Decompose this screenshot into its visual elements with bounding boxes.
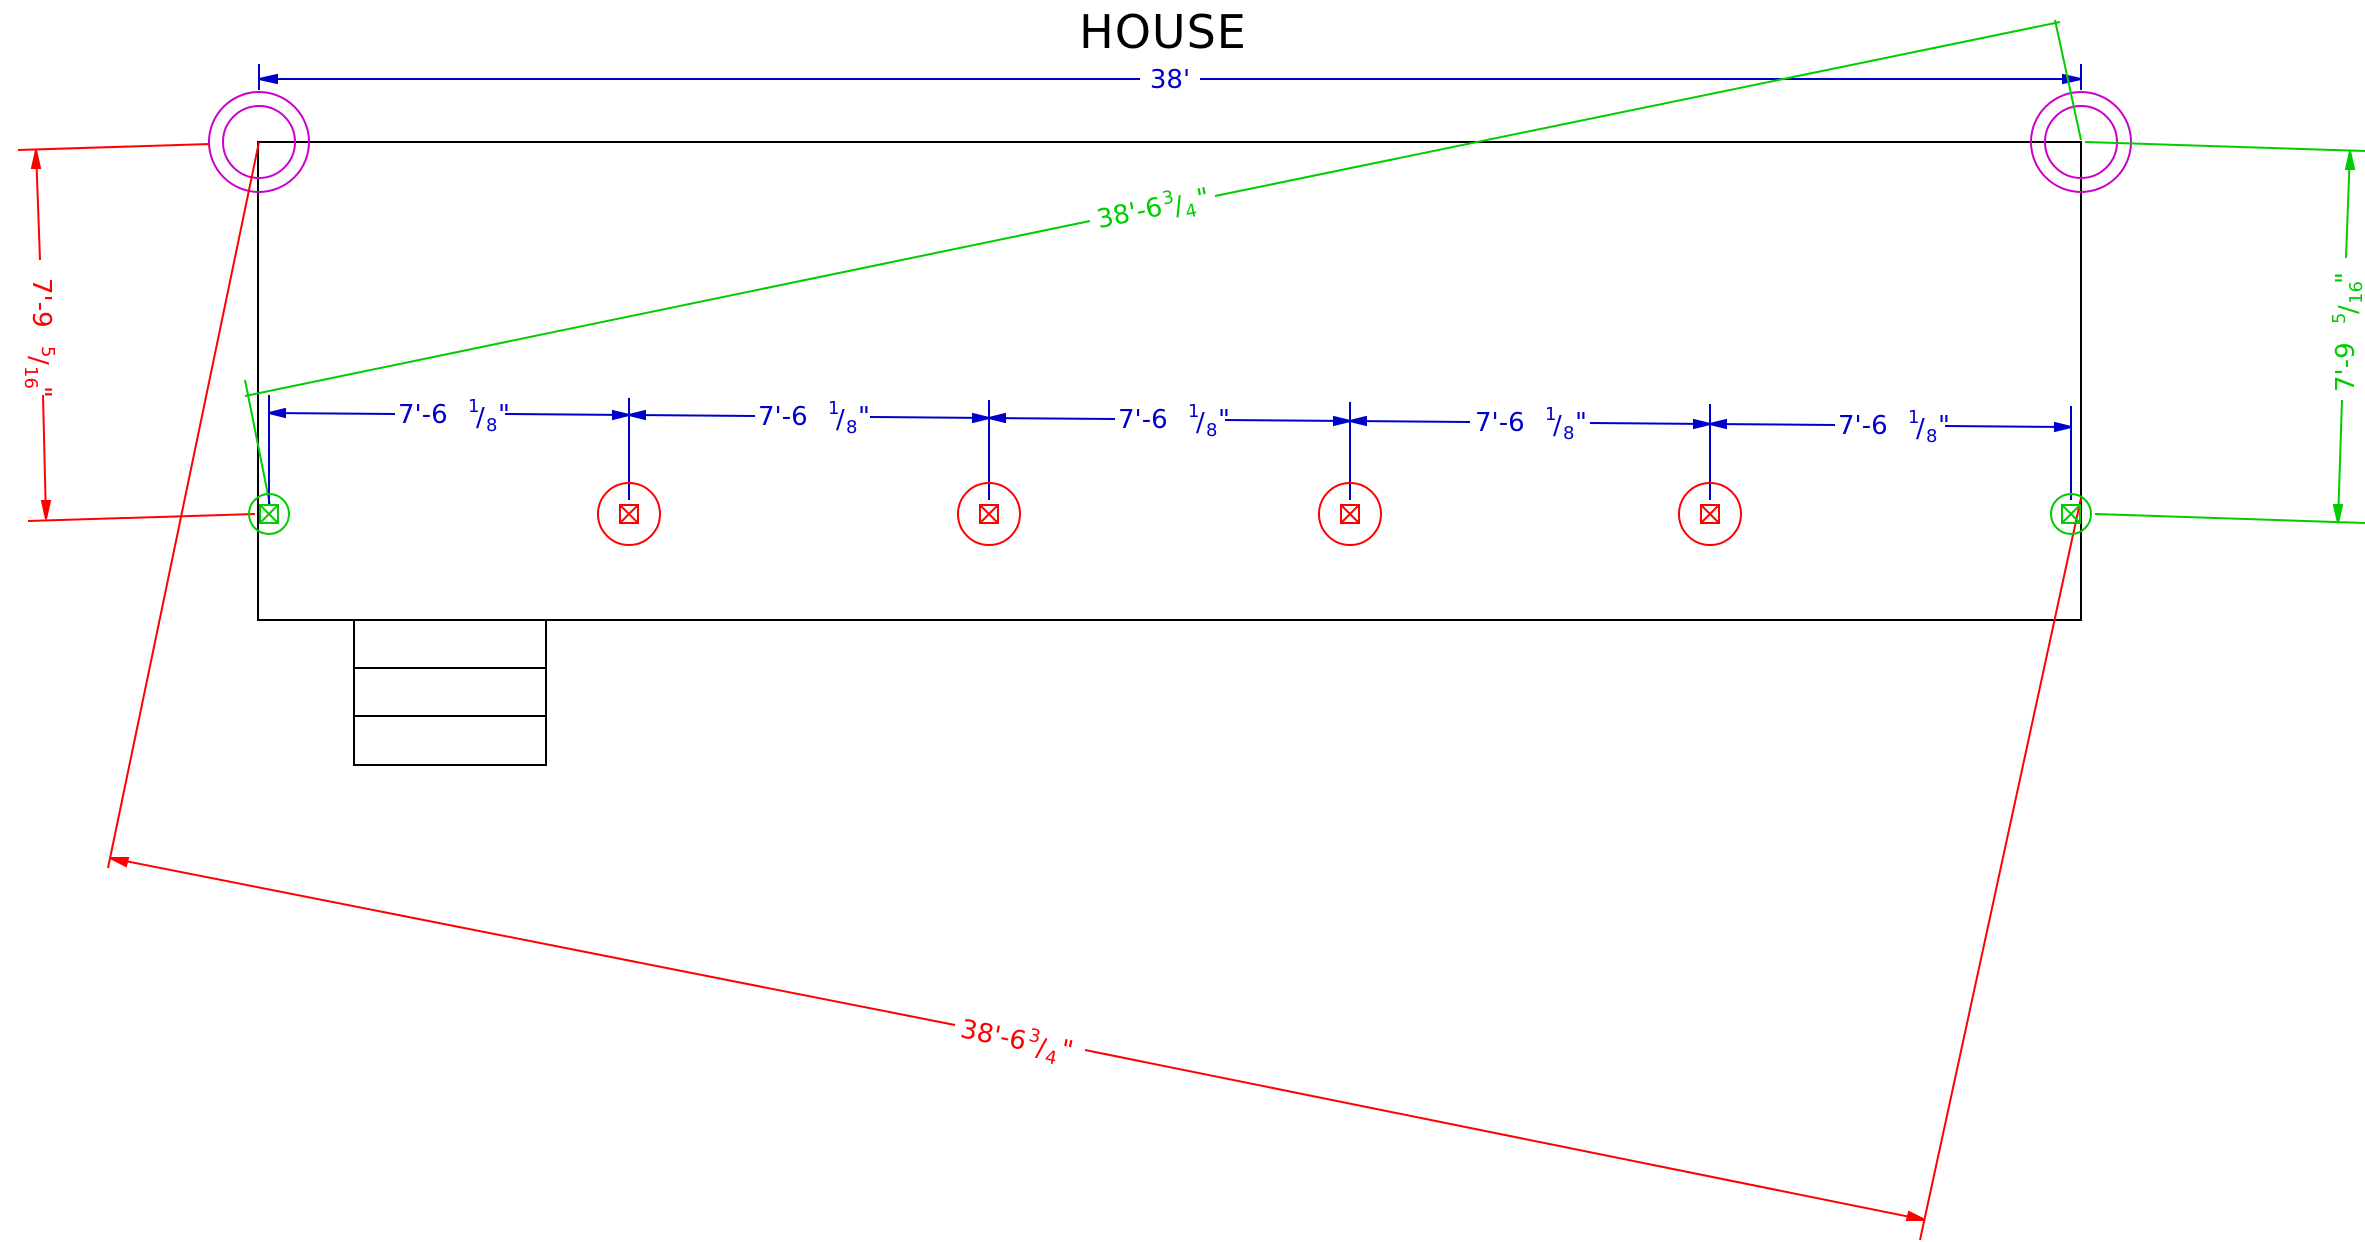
svg-text:7'-6: 7'-6 bbox=[1118, 405, 1168, 435]
stairs bbox=[353, 619, 547, 766]
house-outline bbox=[257, 141, 2082, 621]
svg-text:/: / bbox=[476, 403, 485, 433]
post-spacing-label-3: 7'-6 1 / 8 " bbox=[1118, 401, 1230, 441]
green-diagonal-suffix: " bbox=[1194, 183, 1212, 215]
svg-text:38'-6: 38'-6 bbox=[958, 1014, 1029, 1056]
post-spacing-label-1: 7'-6 1 / 8 " bbox=[398, 396, 510, 436]
svg-text:38'-6: 38'-6 bbox=[1094, 192, 1165, 235]
svg-text:8: 8 bbox=[846, 417, 857, 438]
interior-post-3 bbox=[1318, 482, 1382, 546]
svg-text:/: / bbox=[23, 356, 53, 365]
svg-text:/: / bbox=[1553, 411, 1562, 441]
drawing-title: HOUSE bbox=[1079, 5, 1247, 59]
svg-text:1: 1 bbox=[1188, 401, 1199, 422]
svg-text:8: 8 bbox=[486, 415, 497, 436]
svg-text:": " bbox=[1218, 405, 1230, 435]
svg-text:": " bbox=[1938, 411, 1950, 441]
post-spacing-label-4: 7'-6 1 / 8 " bbox=[1475, 404, 1587, 444]
svg-text:1: 1 bbox=[468, 396, 479, 417]
overall-width-label: 38' bbox=[1150, 65, 1190, 95]
svg-text:1: 1 bbox=[828, 398, 839, 419]
right-offset-suffix: " bbox=[2331, 272, 2361, 284]
post-spacing-label-2: 7'-6 1 / 8 " bbox=[758, 398, 870, 438]
red-diagonal-den: 4 bbox=[1043, 1047, 1058, 1070]
post-spacing-label-5: 7'-6 1 / 8 " bbox=[1838, 407, 1950, 447]
left-offset-num: 5 bbox=[37, 346, 58, 357]
green-diagonal-num: 3 bbox=[1160, 187, 1175, 210]
green-diagonal-dimension: 38'-6 3 / 4 " bbox=[244, 19, 2082, 506]
svg-text:": " bbox=[498, 400, 510, 430]
interior-post-4 bbox=[1678, 482, 1742, 546]
interior-post-2 bbox=[957, 482, 1021, 546]
svg-text:7'-6: 7'-6 bbox=[758, 402, 808, 432]
corner-marker-right bbox=[2030, 91, 2132, 193]
right-offset-whole: 7'-9 bbox=[2331, 342, 2361, 392]
right-offset-den: 16 bbox=[2346, 281, 2365, 304]
svg-text:1: 1 bbox=[1908, 407, 1919, 428]
svg-text:/: / bbox=[1916, 414, 1925, 444]
svg-text:/: / bbox=[2334, 305, 2364, 314]
svg-text:7'-6: 7'-6 bbox=[398, 400, 448, 430]
svg-text:/: / bbox=[1196, 408, 1205, 438]
red-diagonal-num: 3 bbox=[1027, 1025, 1042, 1048]
corner-marker-left bbox=[208, 91, 310, 193]
svg-text:": " bbox=[858, 402, 870, 432]
red-diagonal-dimension: 38'-6 3 / 4 " bbox=[107, 141, 2082, 1241]
red-diagonal-whole: 38'-6 bbox=[958, 1014, 1029, 1056]
left-offset-den: 16 bbox=[20, 366, 41, 389]
svg-text:7'-6: 7'-6 bbox=[1475, 408, 1525, 438]
end-post-right bbox=[2050, 493, 2092, 535]
svg-text:": " bbox=[1575, 408, 1587, 438]
overall-width-dimension: 38' bbox=[258, 64, 2082, 95]
post-spacing-dimensions: 7'-6 1 / 8 " 7'-6 1 / 8 " 7'-6 1 / 8 " 7… bbox=[268, 395, 2072, 505]
svg-text:8: 8 bbox=[1563, 423, 1574, 444]
interior-post-1 bbox=[597, 482, 661, 546]
green-diagonal-whole: 38'-6 bbox=[1094, 192, 1165, 235]
right-offset-dimension: 7'-9 5 / 16 " bbox=[2084, 141, 2365, 524]
left-offset-whole: 7'-9 bbox=[26, 278, 56, 328]
svg-text:8: 8 bbox=[1926, 426, 1937, 447]
svg-text:1: 1 bbox=[1545, 404, 1556, 425]
left-offset-suffix: " bbox=[26, 386, 56, 398]
right-offset-num: 5 bbox=[2329, 313, 2350, 324]
svg-text:7'-6: 7'-6 bbox=[1838, 411, 1888, 441]
green-diagonal-den: 4 bbox=[1184, 200, 1199, 223]
red-diagonal-suffix: " bbox=[1058, 1035, 1076, 1067]
svg-text:/: / bbox=[836, 405, 845, 435]
end-post-left bbox=[248, 493, 290, 535]
svg-text:8: 8 bbox=[1206, 420, 1217, 441]
left-offset-dimension: 7'-9 5 / 16 " bbox=[17, 143, 256, 522]
